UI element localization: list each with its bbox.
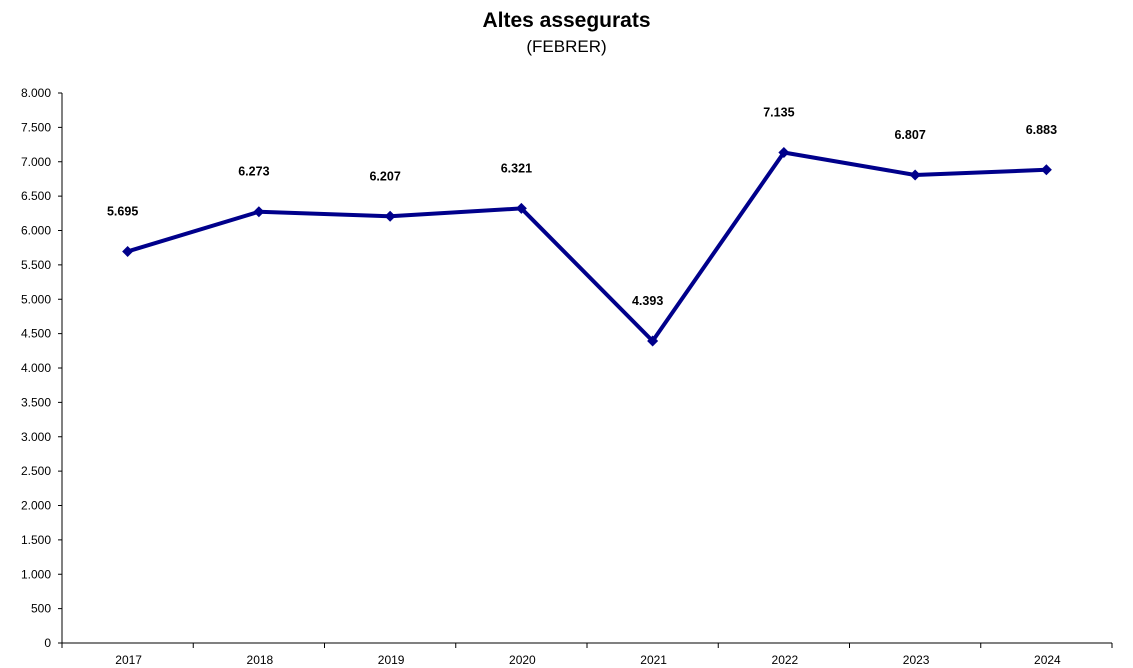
x-tick-label: 2019 [378, 653, 405, 667]
data-label: 6.883 [1026, 123, 1057, 137]
y-tick-label: 1.000 [21, 567, 51, 581]
data-point-marker [384, 210, 396, 222]
data-point-marker [647, 335, 659, 347]
chart-subtitle: (FEBRER) [526, 37, 607, 56]
data-point-marker [778, 146, 790, 158]
data-label: 6.207 [369, 169, 400, 183]
chart-title: Altes assegurats [482, 9, 651, 32]
y-tick-label: 2.000 [21, 499, 51, 513]
data-label: 6.273 [238, 165, 269, 179]
y-tick-label: 4.000 [21, 361, 51, 375]
y-tick-label: 8.000 [21, 86, 51, 100]
data-point-marker [122, 245, 134, 257]
y-tick-label: 0 [44, 636, 51, 650]
x-tick-label: 2022 [772, 653, 799, 667]
y-tick-label: 5.500 [21, 258, 51, 272]
data-labels: 5.695 6.273 6.207 6.321 4.393 7.135 6.807 6.883 [107, 105, 1057, 308]
data-label: 6.321 [501, 161, 532, 175]
x-tick-label: 2020 [509, 653, 536, 667]
x-tick-label: 2021 [640, 653, 667, 667]
data-point-marker [253, 206, 265, 218]
y-tick-label: 500 [31, 602, 51, 616]
x-tick-label: 2018 [247, 653, 274, 667]
data-label: 7.135 [763, 105, 794, 119]
y-tick-label: 4.500 [21, 327, 51, 341]
y-tick-label: 2.500 [21, 464, 51, 478]
y-tick-label: 6.500 [21, 189, 51, 203]
data-point-marker [909, 169, 921, 181]
axes: 0 500 1.000 1.500 2.000 2.500 3.000 3.500 4.000 4… [21, 86, 1113, 667]
y-tick-label: 3.500 [21, 395, 51, 409]
data-label: 4.393 [632, 294, 663, 308]
x-tick-label: 2024 [1034, 653, 1061, 667]
y-tick-label: 1.500 [21, 533, 51, 547]
y-tick-label: 7.500 [21, 120, 51, 134]
y-tick-label: 6.000 [21, 224, 51, 238]
series-line [125, 150, 1049, 343]
series-layer [122, 146, 1052, 347]
y-tick-label: 3.000 [21, 430, 51, 444]
data-point-marker [1040, 164, 1052, 176]
data-label: 6.807 [894, 128, 925, 142]
y-tick-label: 7.000 [21, 155, 51, 169]
x-tick-label: 2023 [903, 653, 930, 667]
y-tick-label: 5.000 [21, 292, 51, 306]
x-tick-label: 2017 [115, 653, 142, 667]
data-label: 5.695 [107, 204, 138, 218]
data-point-marker [515, 202, 527, 214]
